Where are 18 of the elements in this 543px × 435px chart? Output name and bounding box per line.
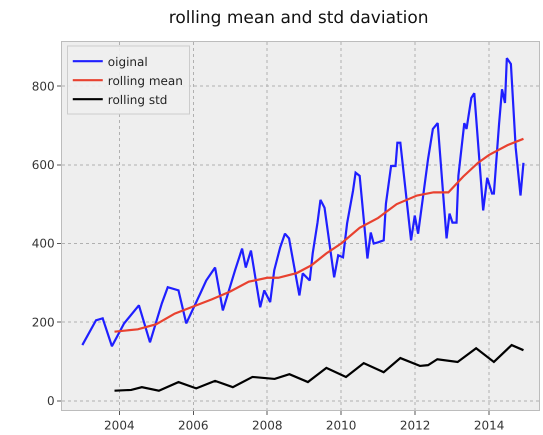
line-series — [113, 344, 525, 392]
y-tick-label: 600 — [32, 158, 55, 172]
y-tick-label: 0 — [46, 394, 55, 408]
x-tick-label: 2014 — [474, 418, 504, 432]
x-tick-label: 2008 — [252, 418, 282, 432]
legend-label: rolling mean — [108, 74, 183, 88]
x-tick-label: 2012 — [400, 418, 430, 432]
y-tick-label: 200 — [32, 315, 55, 330]
legend-label: oiginal — [108, 54, 148, 69]
line-series — [81, 57, 525, 348]
x-tick-label: 2006 — [178, 418, 209, 432]
legend-label: rolling std — [108, 92, 168, 107]
y-tick-label: 800 — [32, 79, 55, 94]
line-series — [113, 138, 525, 333]
chart-title: rolling mean and std daviation — [168, 8, 429, 28]
x-tick-label: 2004 — [104, 418, 135, 432]
y-tick-label: 400 — [32, 236, 55, 251]
x-tick-label: 2010 — [326, 418, 356, 432]
